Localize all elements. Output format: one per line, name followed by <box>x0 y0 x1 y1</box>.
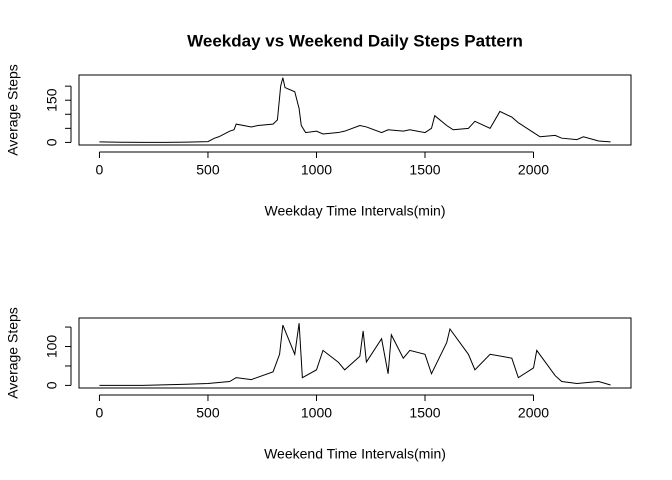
x-tick-label: 500 <box>196 405 220 421</box>
x-tick-label: 1500 <box>409 162 440 178</box>
x-tick-label: 0 <box>96 405 104 421</box>
y-tick-label: 0 <box>44 138 60 146</box>
x-tick-label: 1000 <box>301 405 332 421</box>
x-tick-label: 1000 <box>301 162 332 178</box>
y-tick-label: 0 <box>44 381 60 389</box>
x-axis-label: Weekend Time Intervals(min) <box>264 446 446 462</box>
x-tick-label: 0 <box>96 162 104 178</box>
x-axis-label: Weekday Time Intervals(min) <box>264 203 445 219</box>
data-line <box>99 323 611 386</box>
x-tick-label: 1500 <box>409 405 440 421</box>
x-tick-label: 2000 <box>518 162 549 178</box>
y-axis-label: Average Steps <box>5 64 21 156</box>
x-tick-label: 2000 <box>518 405 549 421</box>
y-tick-label: 150 <box>44 88 60 112</box>
chart-title: Weekday vs Weekend Daily Steps Pattern <box>187 31 523 50</box>
data-line <box>99 77 611 143</box>
plot-box <box>78 317 632 389</box>
y-tick-label: 100 <box>44 335 60 359</box>
x-tick-label: 500 <box>196 162 220 178</box>
y-axis-label: Average Steps <box>5 307 21 399</box>
plot-box <box>78 74 632 146</box>
